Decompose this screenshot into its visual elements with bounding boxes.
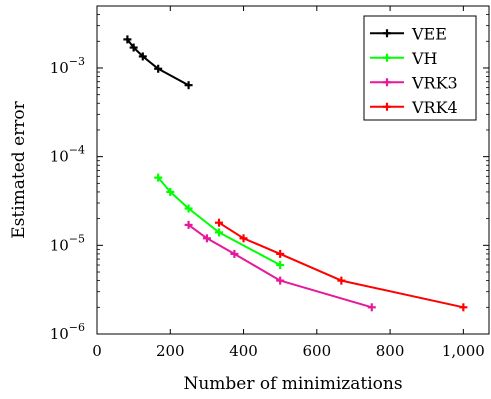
x-tick-label: 800 [376,342,405,360]
y-tick-label-exponent: −3 [69,55,85,68]
series-vrk4-line [218,221,464,309]
series-vee-point [138,52,147,61]
series-vrk4-point [214,218,223,227]
x-tick-label: 200 [156,342,185,360]
y-tick-label: 10−5 [50,232,85,254]
series-vh-point [154,173,163,182]
x-tick-label: 1,000 [442,342,485,360]
legend-item-vrk3: VRK3 [370,73,458,92]
y-tick-label-exponent: −6 [69,321,85,334]
legend-item-vrk4: VRK4 [370,98,458,117]
series-vh-point [166,187,175,196]
legend-vrk4-point [383,102,391,111]
legend-label: VRK4 [411,98,458,117]
series-vh-point [214,228,223,237]
series-vrk3-point [367,303,376,312]
series-vrk4-point [276,249,285,258]
series-vrk4-point [459,303,468,312]
series-vrk4-point [239,234,248,243]
x-tick-label: 400 [229,342,258,360]
x-tick-label: 0 [92,342,102,360]
legend-vee-point [383,29,391,38]
legend-item-vh: VH [370,49,438,68]
y-axis-title: Estimated error [9,100,29,238]
legend-vrk3-point [383,78,391,87]
series-vee-point [123,35,132,44]
y-tick-label: 10−4 [50,144,85,166]
y-tick-label-base: 10 [50,236,69,254]
y-tick-label-base: 10 [50,325,69,343]
y-tick-label-base: 10 [50,59,69,77]
y-tick-label-base: 10 [50,148,69,166]
series-vrk4-point [337,276,346,285]
series-vrk3-point [276,276,285,285]
series-vh-point [276,260,285,269]
series-vrk3-point [202,234,211,243]
legend-label: VRK3 [411,73,458,92]
legend-label: VH [411,49,438,68]
legend-label: VEE [411,24,447,43]
series-vee-point [184,81,193,90]
legend-vh-point [383,53,391,62]
y-tick-label: 10−3 [50,55,85,77]
y-tick-label: 10−6 [50,321,85,343]
series-vh-point [184,204,193,213]
series-vee [123,35,193,90]
y-tick-label-exponent: −5 [69,232,85,245]
series-layer [123,35,468,312]
y-tick-label-exponent: −4 [69,144,85,157]
legend-item-vee: VEE [370,24,447,43]
x-axis-title: Number of minimizations [183,374,402,394]
series-vee-line [126,38,190,87]
series-vrk4 [214,218,468,312]
series-vrk3 [184,220,376,312]
series-vee-point [129,43,138,52]
series-vrk3-point [230,249,239,258]
series-vrk3-point [184,220,193,229]
series-vh [154,173,285,269]
series-vee-point [154,64,163,73]
x-tick-label: 600 [302,342,331,360]
legend: VEE VH VRK3 VRK4 [363,15,477,121]
